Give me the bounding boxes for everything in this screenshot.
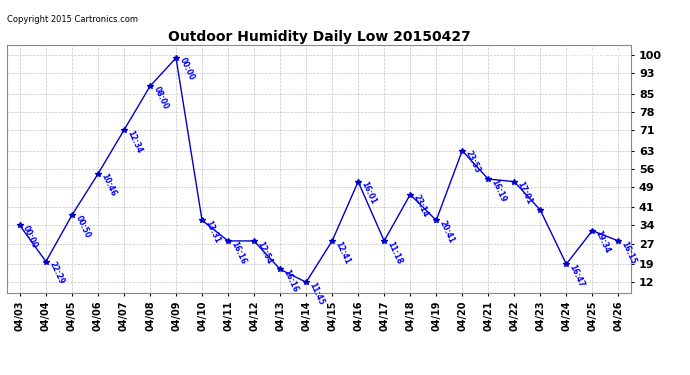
Text: 11:18: 11:18 [386,240,404,266]
Text: 12:34: 12:34 [126,129,144,154]
Text: 12:54: 12:54 [255,240,274,265]
Text: 16:16: 16:16 [282,268,300,294]
Text: Humidity  (%): Humidity (%) [562,50,628,59]
Text: 17:01: 17:01 [515,180,534,206]
Text: 20:41: 20:41 [437,219,456,245]
Text: 13:31: 13:31 [204,219,221,245]
Text: 23:53: 23:53 [464,149,482,175]
Text: 00:00: 00:00 [177,57,196,82]
Text: 16:47: 16:47 [568,263,586,288]
Text: 00:00: 00:00 [21,224,39,250]
Text: 16:19: 16:19 [490,178,508,203]
Text: Copyright 2015 Cartronics.com: Copyright 2015 Cartronics.com [7,15,138,24]
Text: 10:46: 10:46 [99,172,118,198]
Text: 19:34: 19:34 [593,229,612,255]
Text: 16:15: 16:15 [620,240,638,265]
Text: 12:41: 12:41 [333,240,352,265]
Text: 11:45: 11:45 [308,281,326,306]
Title: Outdoor Humidity Daily Low 20150427: Outdoor Humidity Daily Low 20150427 [168,30,471,44]
Text: 16:16: 16:16 [230,240,248,265]
Text: 22:29: 22:29 [48,260,66,286]
Text: 16:01: 16:01 [359,180,378,206]
Text: 00:50: 00:50 [73,214,92,239]
Text: 23:14: 23:14 [411,193,430,219]
Text: 08:00: 08:00 [151,85,170,111]
